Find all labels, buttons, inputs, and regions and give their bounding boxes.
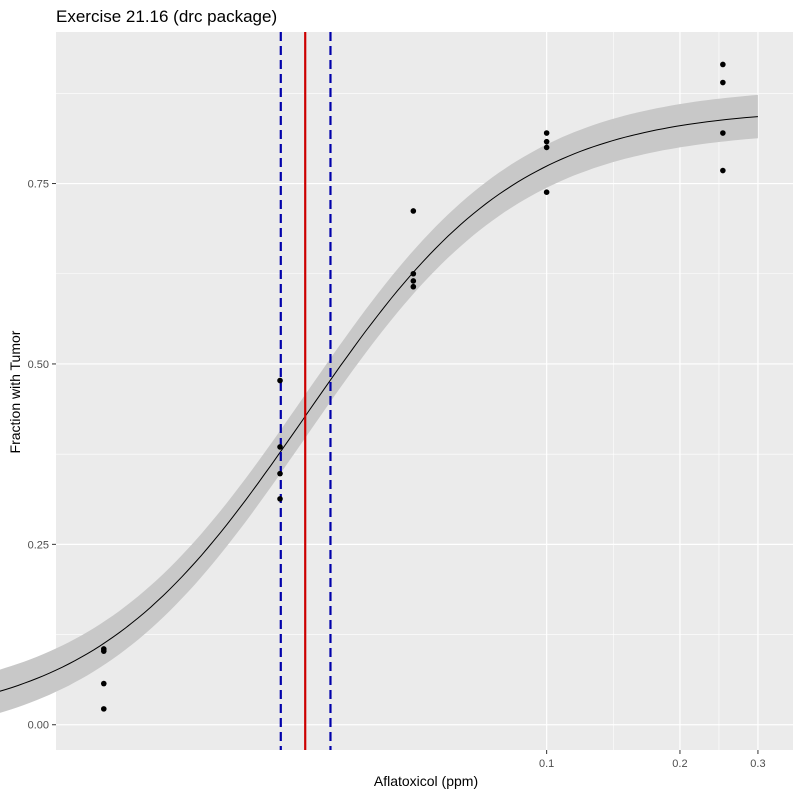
data-point: [277, 444, 283, 450]
data-point: [720, 130, 726, 136]
y-tick-label: 0.75: [28, 179, 49, 191]
y-tick-label: 0.50: [28, 359, 49, 371]
x-tick-label: 0.3: [750, 758, 765, 770]
x-tick-label: 0.2: [672, 758, 687, 770]
y-tick-label: 0.25: [28, 539, 49, 551]
data-point: [100, 680, 107, 687]
data-point: [410, 278, 417, 284]
x-axis-title: Aflatoxicol (ppm): [374, 773, 478, 789]
chart-title: Exercise 21.16 (drc package): [56, 7, 277, 26]
data-point: [720, 79, 726, 86]
data-point: [277, 470, 283, 477]
data-point: [277, 377, 283, 384]
data-point: [277, 496, 283, 502]
data-point: [410, 270, 417, 277]
data-point: [543, 130, 550, 136]
data-point: [100, 646, 107, 652]
data-point: [410, 208, 417, 214]
data-point: [543, 138, 550, 145]
data-point: [543, 144, 550, 151]
data-point: [543, 189, 550, 195]
data-point: [410, 283, 417, 290]
fitted-curve: [0, 116, 758, 692]
panel-background: [56, 32, 793, 750]
y-axis-title: Fraction with Tumor: [7, 330, 23, 453]
confidence-band: [0, 94, 758, 713]
data-point: [720, 61, 726, 68]
x-tick-label: 0.1: [539, 758, 554, 770]
data-point: [720, 167, 726, 174]
y-tick-label: 0.00: [28, 720, 49, 732]
data-point: [100, 706, 107, 712]
plot-panel: [0, 32, 793, 750]
